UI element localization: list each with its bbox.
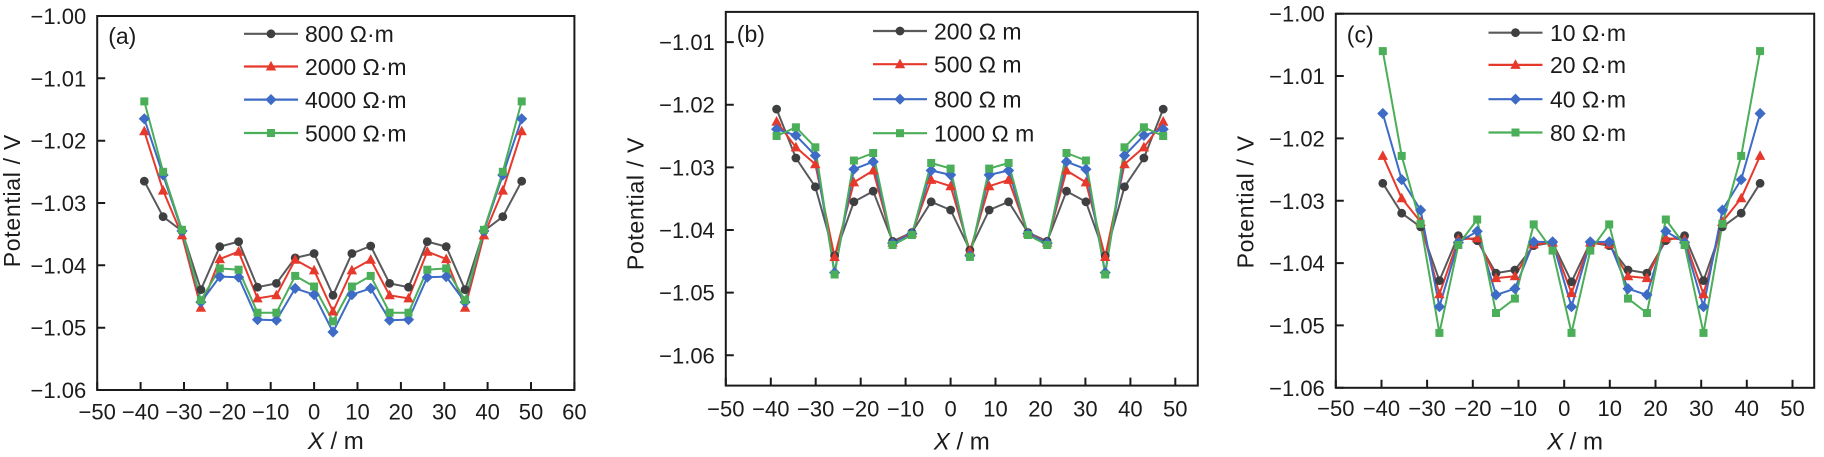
svg-text:30: 30	[1689, 396, 1713, 421]
svg-text:−30: −30	[165, 399, 202, 424]
svg-text:40 Ω·m: 40 Ω·m	[1550, 87, 1626, 113]
svg-text:60: 60	[562, 399, 586, 424]
svg-text:40: 40	[1118, 396, 1142, 421]
svg-text:−40: −40	[122, 399, 159, 424]
svg-text:0: 0	[308, 399, 320, 424]
svg-text:−1.05: −1.05	[31, 316, 87, 341]
svg-text:−10: −10	[1500, 396, 1537, 421]
svg-text:20: 20	[1643, 396, 1667, 421]
svg-text:80 Ω·m: 80 Ω·m	[1550, 120, 1626, 146]
svg-text:10: 10	[345, 399, 369, 424]
svg-text:Potential / V: Potential / V	[623, 137, 649, 270]
svg-text:−1.04: −1.04	[31, 253, 87, 278]
svg-text:40: 40	[1735, 396, 1759, 421]
svg-text:20: 20	[1028, 396, 1052, 421]
svg-text:−1.02: −1.02	[659, 93, 715, 118]
svg-text:500 Ω m: 500 Ω m	[934, 52, 1022, 78]
svg-text:10: 10	[1598, 396, 1622, 421]
svg-text:−1.00: −1.00	[31, 4, 87, 29]
svg-text:10 Ω·m: 10 Ω·m	[1550, 20, 1626, 46]
svg-text:0: 0	[944, 396, 956, 421]
svg-text:−20: −20	[842, 396, 879, 421]
svg-text:−30: −30	[797, 396, 834, 421]
svg-text:−40: −40	[752, 396, 789, 421]
svg-text:200 Ω m: 200 Ω m	[934, 18, 1022, 44]
svg-text:20 Ω·m: 20 Ω·m	[1550, 52, 1626, 78]
svg-text:−20: −20	[1454, 396, 1491, 421]
svg-text:20: 20	[389, 399, 413, 424]
svg-text:(b): (b)	[737, 21, 765, 47]
svg-text:10: 10	[983, 396, 1007, 421]
svg-text:2000 Ω·m: 2000 Ω·m	[305, 54, 407, 80]
svg-text:X / m: X / m	[307, 428, 364, 455]
svg-text:−20: −20	[209, 399, 246, 424]
svg-text:−1.05: −1.05	[1269, 313, 1325, 338]
svg-text:−1.02: −1.02	[31, 129, 87, 154]
svg-text:Potential / V: Potential / V	[0, 134, 25, 267]
svg-text:(a): (a)	[108, 23, 136, 49]
svg-text:−1.04: −1.04	[1269, 251, 1325, 276]
svg-text:−10: −10	[887, 396, 924, 421]
svg-text:−1.06: −1.06	[1269, 376, 1325, 401]
svg-text:−30: −30	[1408, 396, 1445, 421]
svg-text:X / m: X / m	[933, 429, 990, 456]
svg-text:50: 50	[519, 399, 543, 424]
svg-text:−1.06: −1.06	[31, 378, 87, 403]
svg-text:Potential / V: Potential / V	[1233, 135, 1259, 268]
svg-text:−1.00: −1.00	[1269, 2, 1325, 27]
svg-text:−1.03: −1.03	[659, 155, 715, 180]
svg-text:1000 Ω m: 1000 Ω m	[934, 121, 1034, 147]
svg-text:−1.03: −1.03	[31, 191, 87, 216]
svg-text:4000 Ω·m: 4000 Ω·m	[305, 87, 407, 113]
svg-text:800 Ω·m: 800 Ω·m	[305, 21, 394, 47]
svg-text:800 Ω m: 800 Ω m	[934, 87, 1022, 113]
svg-text:−1.03: −1.03	[1269, 189, 1325, 214]
svg-text:40: 40	[475, 399, 499, 424]
svg-text:−1.02: −1.02	[1269, 126, 1325, 151]
svg-text:50: 50	[1163, 396, 1187, 421]
svg-text:X / m: X / m	[1546, 429, 1603, 456]
svg-text:−1.06: −1.06	[659, 343, 715, 368]
svg-text:30: 30	[432, 399, 456, 424]
svg-text:−1.01: −1.01	[659, 30, 715, 55]
svg-text:−10: −10	[252, 399, 289, 424]
svg-text:−1.01: −1.01	[31, 66, 87, 91]
svg-text:−1.05: −1.05	[659, 281, 715, 306]
svg-text:30: 30	[1073, 396, 1097, 421]
svg-text:−50: −50	[1317, 396, 1354, 421]
svg-text:(c): (c)	[1347, 22, 1374, 48]
svg-text:−40: −40	[1363, 396, 1400, 421]
svg-text:−1.01: −1.01	[1269, 64, 1325, 89]
svg-text:−1.04: −1.04	[659, 218, 715, 243]
svg-text:−50: −50	[707, 396, 744, 421]
svg-text:−50: −50	[79, 399, 116, 424]
svg-text:5000 Ω·m: 5000 Ω·m	[305, 120, 407, 146]
svg-text:0: 0	[1558, 396, 1570, 421]
svg-text:50: 50	[1780, 396, 1804, 421]
